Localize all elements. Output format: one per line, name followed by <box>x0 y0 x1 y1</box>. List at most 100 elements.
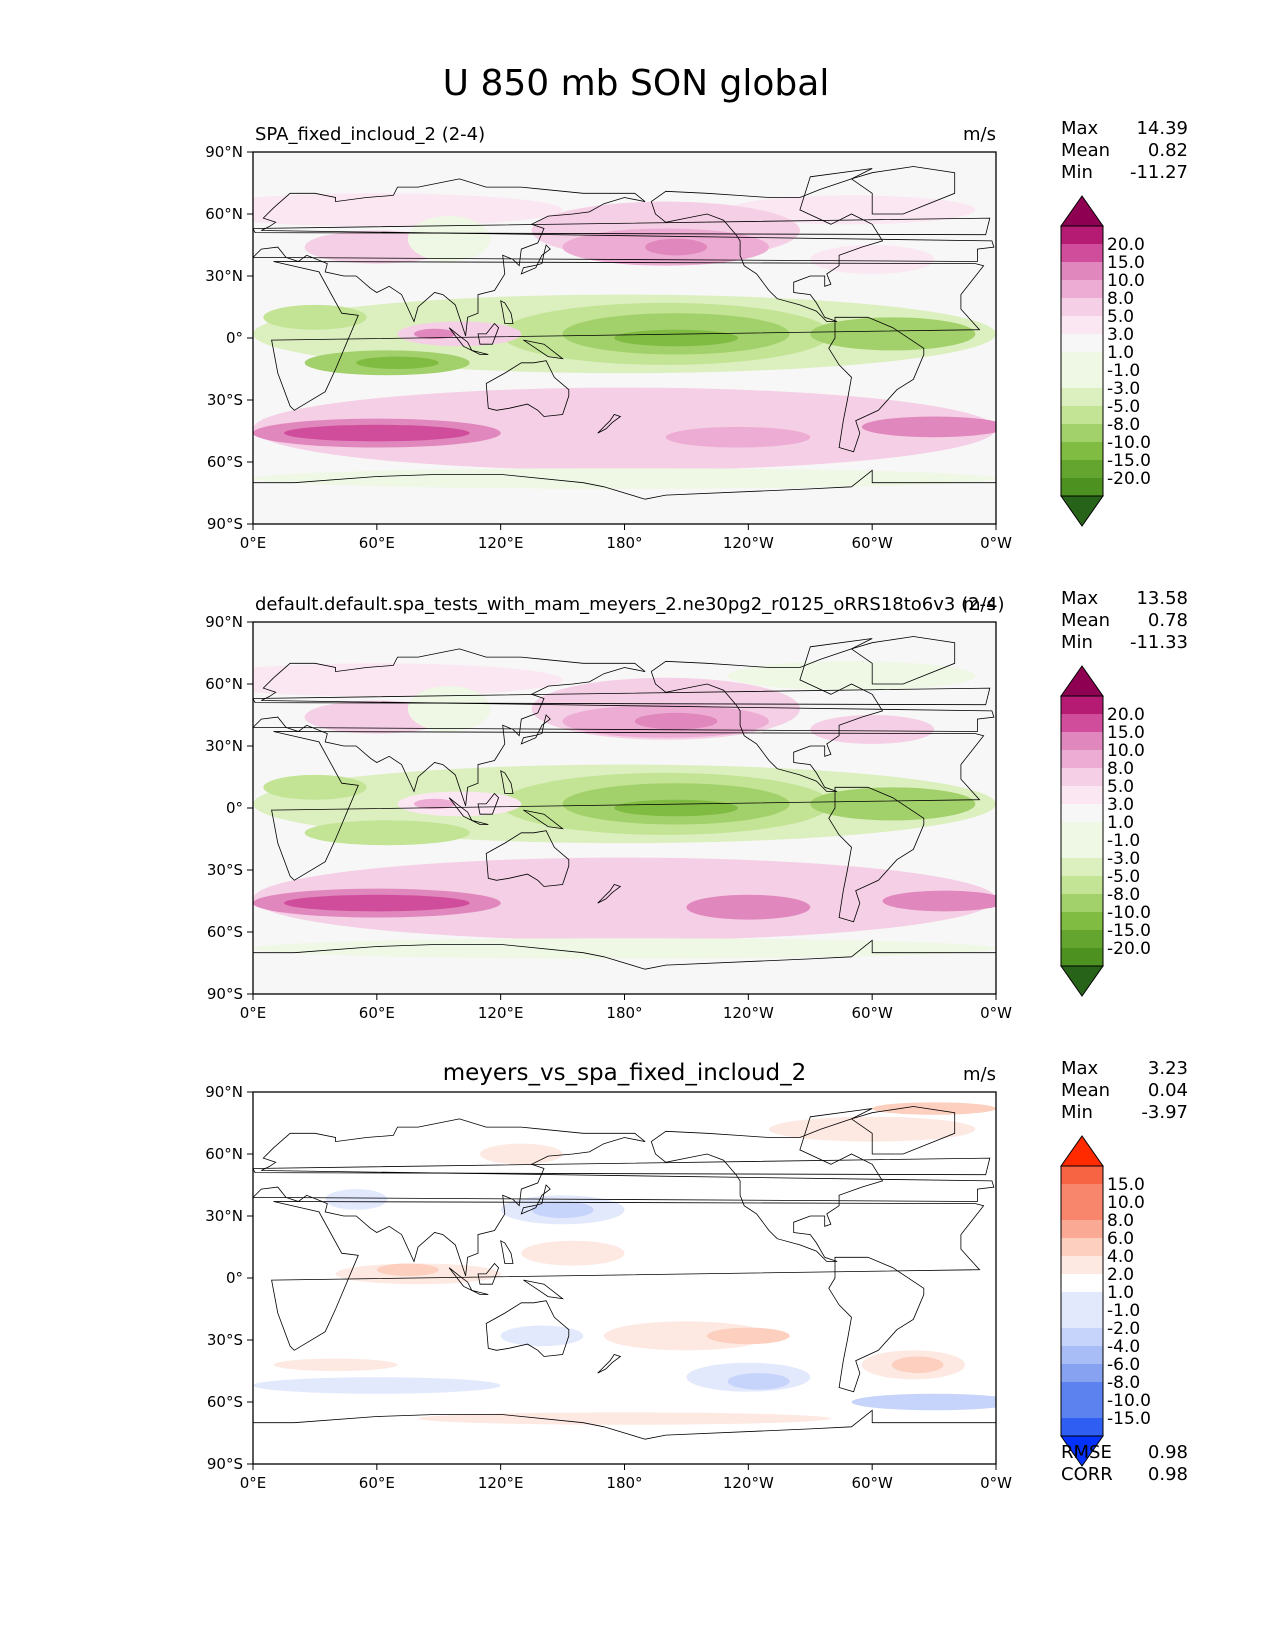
field-contour <box>872 1102 996 1115</box>
metric-value: 0.98 <box>1148 1464 1188 1485</box>
colorbar-segment <box>1061 1400 1103 1418</box>
figure-title: U 850 mb SON global <box>443 63 830 104</box>
colorbar-tick-label: 15.0 <box>1107 1175 1145 1195</box>
x-tick-label: 60°E <box>359 1474 395 1492</box>
coastline <box>253 1118 995 1277</box>
coastline <box>485 1300 570 1357</box>
colorbar-tick-label: 2.0 <box>1107 1265 1134 1285</box>
field-contour <box>397 791 522 817</box>
stat-value: -11.33 <box>1130 632 1188 653</box>
colorbar-tick-label: 4.0 <box>1107 1247 1134 1267</box>
colorbar-tick-label: -6.0 <box>1107 1355 1140 1375</box>
coastline <box>477 1262 500 1285</box>
x-tick-label: 120°E <box>478 534 524 552</box>
colorbar-tick-label: -3.0 <box>1107 849 1140 869</box>
colorbar-frame <box>1060 225 1104 497</box>
coastline <box>253 687 991 706</box>
field-contour <box>263 774 367 800</box>
colorbar-tick-label: 8.0 <box>1107 289 1134 309</box>
colorbar-segment <box>1061 768 1103 786</box>
colorbar-segment <box>1061 1382 1103 1400</box>
colorbar-segment <box>1061 930 1103 948</box>
field-contour <box>253 488 996 506</box>
coastline <box>500 770 514 794</box>
coastline <box>471 1290 489 1295</box>
x-tick-label: 120°W <box>723 534 774 552</box>
coastline <box>448 797 473 822</box>
colorbar-tick-label: 1.0 <box>1107 1283 1134 1303</box>
colorbar-segment <box>1061 1220 1103 1238</box>
coastline <box>271 731 985 881</box>
x-tick-label: 60°E <box>359 1004 395 1022</box>
colorbar-segment <box>1061 804 1103 822</box>
x-tick-label: 120°E <box>478 1004 524 1022</box>
coastline <box>471 820 489 825</box>
colorbar-tick-label: -8.0 <box>1107 1373 1140 1393</box>
colorbar-extend-min <box>1060 965 1104 997</box>
coastline <box>485 360 570 417</box>
field-contour <box>253 857 996 941</box>
colorbar-segment <box>1061 1256 1103 1274</box>
colorbar-tick-label: 15.0 <box>1107 253 1145 273</box>
colorbar-segment <box>1061 750 1103 768</box>
colorbar-segment <box>1061 424 1103 442</box>
coastline <box>597 414 622 434</box>
colorbar-segment <box>1061 262 1103 280</box>
colorbar-segment <box>1061 478 1103 496</box>
coastline <box>448 1267 473 1292</box>
colorbar-segment <box>1061 1184 1103 1202</box>
field-contour <box>768 1116 976 1142</box>
colorbar-segment <box>1061 786 1103 804</box>
colorbar-tick-label: -5.0 <box>1107 397 1140 417</box>
field-contour <box>882 890 996 912</box>
field-contour <box>253 193 563 227</box>
y-tick-label: 30°N <box>205 737 243 755</box>
stat-value: 0.82 <box>1148 140 1188 161</box>
colorbar-tick-label: -15.0 <box>1107 451 1151 471</box>
colorbar-tick-label: -10.0 <box>1107 433 1151 453</box>
colorbar-segment <box>1061 840 1103 858</box>
colorbar-segment <box>1061 858 1103 876</box>
coastline <box>523 809 565 830</box>
y-tick-label: 90°N <box>205 143 243 161</box>
coastline <box>271 261 985 411</box>
colorbar-extend-max <box>1060 1135 1104 1167</box>
colorbar-tick-label: 10.0 <box>1107 1193 1145 1213</box>
colorbar-tick-label: 20.0 <box>1107 235 1145 255</box>
colorbar-segment <box>1061 244 1103 262</box>
y-tick-label: 30°N <box>205 267 243 285</box>
colorbar-segment <box>1061 388 1103 406</box>
x-tick-label: 0°W <box>980 1004 1012 1022</box>
field-contour <box>407 686 491 732</box>
colorbar-segment <box>1061 226 1103 244</box>
coastline <box>448 327 473 352</box>
colorbar-segment <box>1061 1328 1103 1346</box>
coastline <box>253 1157 991 1176</box>
y-tick-label: 60°S <box>207 923 243 941</box>
colorbar-tick-label: 5.0 <box>1107 777 1134 797</box>
field-contour <box>686 894 811 920</box>
field <box>253 152 996 524</box>
x-tick-label: 0°E <box>240 1474 267 1492</box>
colorbar-tick-label: -4.0 <box>1107 1337 1140 1357</box>
colorbar-tick-label: -20.0 <box>1107 469 1151 489</box>
x-tick-label: 0°W <box>980 1474 1012 1492</box>
colorbar-tick-label: -15.0 <box>1107 921 1151 941</box>
colorbar-segment <box>1061 1418 1103 1436</box>
colorbar-segment <box>1061 948 1103 966</box>
colorbar-tick-label: 1.0 <box>1107 343 1134 363</box>
colorbar-segment <box>1061 1166 1103 1184</box>
field-contour <box>253 468 996 489</box>
x-tick-label: 0°E <box>240 1004 267 1022</box>
y-tick-label: 60°N <box>205 1145 243 1163</box>
coastline <box>253 1409 996 1464</box>
field <box>253 622 996 994</box>
y-tick-label: 30°S <box>207 1331 243 1349</box>
field-contour <box>273 1358 398 1372</box>
field-contour <box>531 1201 594 1219</box>
colorbar-segment <box>1061 732 1103 750</box>
field-contour <box>253 958 996 976</box>
field-contour <box>356 356 439 369</box>
colorbar-tick-label: 15.0 <box>1107 723 1145 743</box>
y-tick-label: 30°S <box>207 391 243 409</box>
